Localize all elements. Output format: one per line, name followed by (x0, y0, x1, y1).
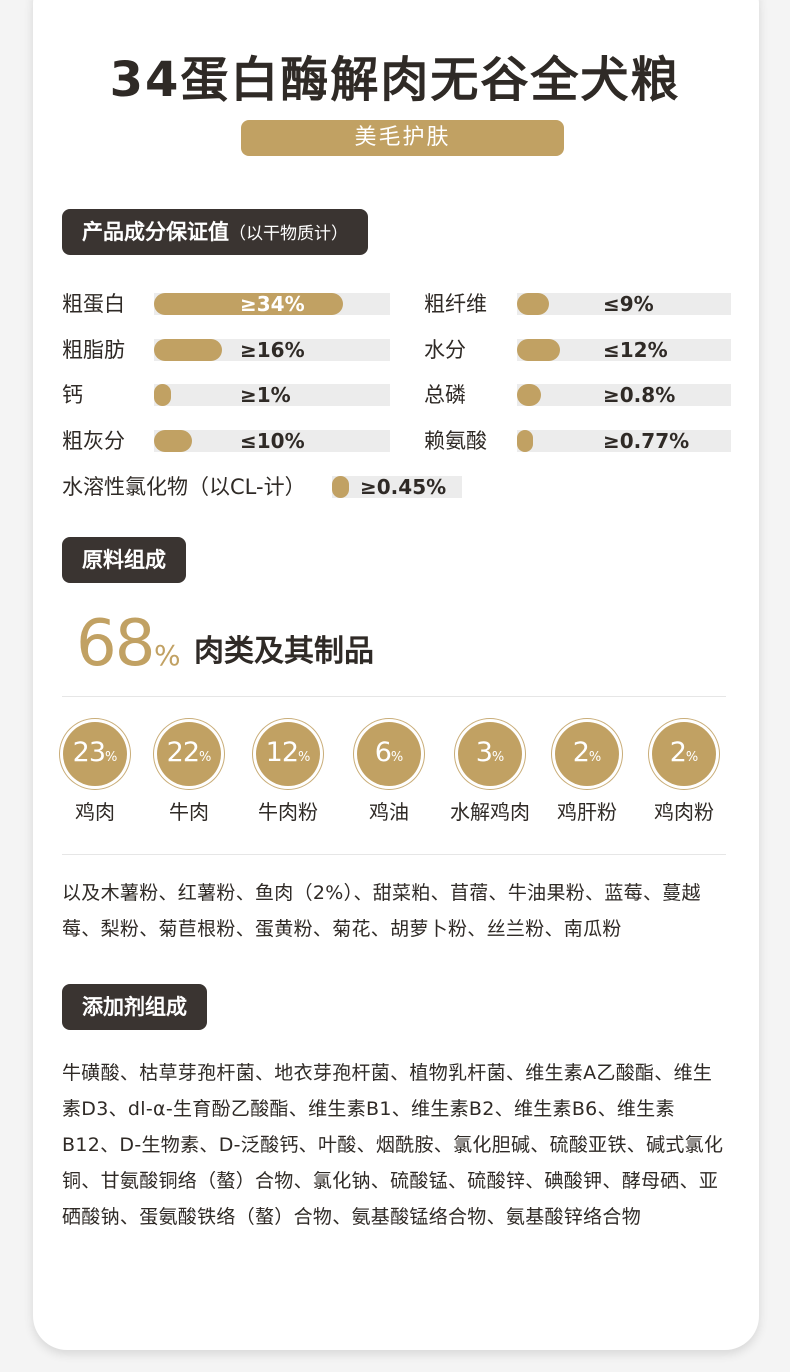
nutrient-bar-track: ≥1% (154, 383, 390, 407)
ingredient-percent-value: 6 (374, 737, 392, 768)
nutrient-bar-fill (517, 293, 549, 315)
ingredient-percent-value: 23 (72, 737, 106, 768)
nutrient-label: 赖氨酸 (424, 429, 487, 453)
other-ingredients-text: 以及木薯粉、红薯粉、鱼肉（2%）、甜菜粕、苜蓿、牛油果粉、蓝莓、蔓越莓、梨粉、菊… (62, 882, 701, 940)
ingredient-percent-circle: 3% (458, 722, 522, 786)
guarantee-section-heading: 产品成分保证值（以干物质计） (62, 209, 368, 255)
ingredient-name: 鸡油 (369, 800, 409, 824)
nutrient-bar-fill (154, 339, 222, 361)
ingredient-percent-circle: 23% (63, 722, 127, 786)
subtitle-badge: 美毛护肤 (241, 120, 564, 156)
ingredient-percent-circle: 6% (357, 722, 421, 786)
ingredient-item: 22% 牛肉 (134, 722, 244, 825)
ingredient-percent-circle: 22% (157, 722, 221, 786)
nutrient-value: ≥1% (240, 383, 291, 407)
nutrient-value: ≥34% (240, 292, 305, 316)
ingredient-percent: 22% (157, 736, 221, 775)
meat-percentage-sign: % (154, 639, 181, 672)
ingredient-percent-sign: % (390, 750, 404, 765)
additives-text: 牛磺酸、枯草芽孢杆菌、地衣芽孢杆菌、植物乳杆菌、维生素A乙酸酯、维生素D3、dl… (62, 1062, 724, 1228)
nutrient-bar-fill (332, 476, 349, 498)
ingredient-item: 6% 鸡油 (334, 722, 444, 825)
ingredient-percent-sign: % (298, 750, 311, 765)
ingredient-item: 2% 鸡肉粉 (629, 722, 739, 825)
ingredient-percent-sign: % (685, 750, 699, 765)
guarantee-heading-text: 产品成分保证值 (82, 220, 229, 244)
nutrient-value: ≤12% (603, 338, 668, 362)
ingredient-percent: 2% (652, 736, 716, 775)
nutrient-label: 粗脂肪 (62, 338, 125, 362)
ingredient-percent: 3% (458, 736, 522, 775)
ingredient-percent-circle: 2% (555, 722, 619, 786)
nutrient-bar-track: ≥0.45% (332, 475, 462, 499)
ingredient-percent: 23% (63, 736, 127, 775)
ingredient-name: 鸡肉粉 (654, 800, 714, 824)
ingredient-percent: 12% (256, 736, 320, 775)
nutrient-bar-fill (154, 384, 171, 406)
raw-section-heading: 原料组成 (62, 537, 186, 583)
nutrient-value: ≥0.8% (603, 383, 676, 407)
guarantee-heading-note: （以干物质计） (229, 224, 348, 244)
ingredient-name: 牛肉 (169, 800, 209, 824)
divider (62, 696, 726, 697)
nutrient-label: 总磷 (424, 383, 466, 407)
ingredient-percent-circle: 2% (652, 722, 716, 786)
additives-section-heading: 添加剂组成 (62, 984, 207, 1030)
nutrient-bar-fill (517, 430, 533, 452)
ingredient-percent-value: 3 (475, 737, 493, 768)
ingredient-item: 12% 牛肉粉 (233, 722, 343, 825)
nutrient-bar-track: ≤10% (154, 429, 390, 453)
nutrient-label: 水溶性氯化物（以CL-计） (62, 475, 306, 499)
nutrient-label: 粗纤维 (424, 292, 487, 316)
ingredient-percent-value: 2 (669, 737, 687, 768)
ingredient-percent-sign: % (199, 750, 212, 765)
nutrient-label: 钙 (62, 383, 83, 407)
nutrient-value: ≥0.77% (603, 429, 690, 453)
ingredient-percent-value: 22 (166, 737, 200, 768)
nutrient-value: ≥16% (240, 338, 305, 362)
nutrient-bar-track: ≥16% (154, 338, 390, 362)
meat-category-label: 肉类及其制品 (194, 634, 374, 669)
ingredient-percent-sign: % (491, 750, 505, 765)
nutrient-value: ≤10% (240, 429, 305, 453)
nutrient-bar-track: ≤9% (517, 292, 731, 316)
product-title: 34蛋白酶解肉无谷全犬粮 (109, 52, 681, 108)
nutrient-label: 水分 (424, 338, 466, 362)
ingredient-percent-circle: 12% (256, 722, 320, 786)
ingredient-item: 3% 水解鸡肉 (435, 722, 545, 825)
nutrient-label: 粗蛋白 (62, 292, 125, 316)
ingredient-percent-value: 12 (265, 737, 299, 768)
ingredient-percent-sign: % (588, 750, 602, 765)
ingredient-percent-value: 2 (572, 737, 590, 768)
nutrient-bar-fill (154, 293, 343, 315)
nutrient-bar-fill (517, 384, 541, 406)
ingredient-percent: 6% (357, 736, 421, 775)
ingredient-item: 23% 鸡肉 (40, 722, 150, 825)
nutrient-bar-track: ≥34% (154, 292, 390, 316)
nutrient-bar-track: ≥0.8% (517, 383, 731, 407)
nutrient-bar-track: ≥0.77% (517, 429, 731, 453)
meat-percentage: 68 (76, 607, 155, 681)
ingredient-percent: 2% (555, 736, 619, 775)
ingredient-name: 鸡肉 (75, 800, 115, 824)
divider (62, 854, 726, 855)
ingredient-name: 牛肉粉 (258, 800, 318, 824)
nutrient-bar-fill (517, 339, 560, 361)
nutrient-value: ≤9% (603, 292, 654, 316)
ingredient-percent-sign: % (105, 750, 118, 765)
nutrient-bar-track: ≤12% (517, 338, 731, 362)
nutrient-value: ≥0.45% (360, 475, 447, 499)
ingredient-name: 鸡肝粉 (557, 800, 617, 824)
nutrient-label: 粗灰分 (62, 429, 125, 453)
nutrient-bar-fill (154, 430, 192, 452)
ingredient-item: 2% 鸡肝粉 (532, 722, 642, 825)
ingredient-name: 水解鸡肉 (450, 800, 530, 824)
